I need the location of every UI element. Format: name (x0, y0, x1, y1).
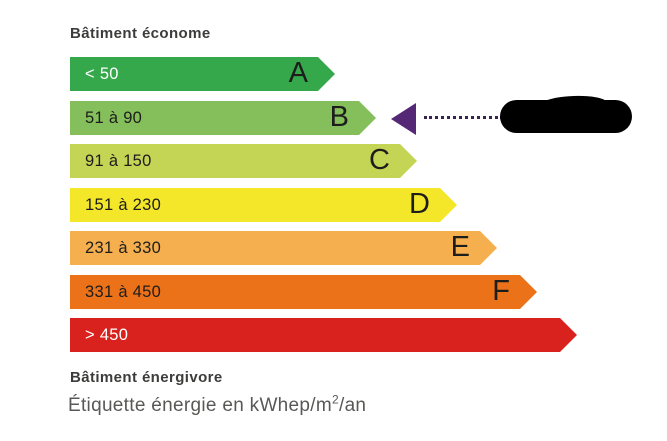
energy-class-letter: F (492, 274, 510, 307)
energy-label-caption: Étiquette énergie en kWhep/m2/an (68, 392, 367, 417)
energy-bar-d: 151 à 230 D (70, 188, 457, 222)
energy-range-label: > 450 (85, 326, 129, 344)
dotted-leader-line (424, 116, 503, 119)
energy-class-letter: B (329, 100, 349, 133)
energy-bar-a: < 50 A (70, 57, 335, 91)
caption-superscript: 2 (332, 392, 339, 407)
energy-class-letter: E (450, 230, 470, 263)
energy-bar-g: > 450 (70, 318, 577, 352)
energy-range-label: 91 à 150 (85, 152, 152, 170)
energy-range-label: < 50 (85, 65, 119, 83)
caption-text: /an (338, 395, 367, 416)
energy-intensive-building-label: Bâtiment énergivore (70, 369, 223, 386)
economical-building-label: Bâtiment économe (70, 25, 211, 42)
energy-bar-c: 91 à 150 C (70, 144, 417, 178)
energy-range-label: 331 à 450 (85, 283, 162, 301)
energy-bar-b: 51 à 90 B (70, 101, 376, 135)
energy-class-letter: C (369, 143, 390, 176)
energy-range-label: 51 à 90 (85, 109, 143, 127)
left-arrow-indicator-icon (391, 103, 416, 135)
energy-bar-f: 331 à 450 F (70, 275, 537, 309)
energy-bar-e: 231 à 330 E (70, 231, 497, 265)
energy-class-letter: D (409, 187, 430, 220)
energy-range-label: 231 à 330 (85, 239, 162, 257)
energy-range-label: 151 à 230 (85, 196, 162, 214)
caption-text: Étiquette énergie en kWhep/m (68, 395, 332, 416)
energy-class-letter: A (288, 56, 308, 89)
